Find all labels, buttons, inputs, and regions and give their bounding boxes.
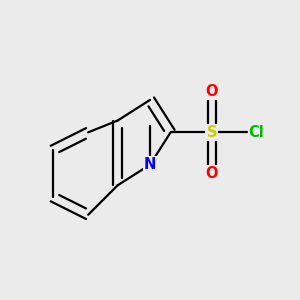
Text: S: S (207, 125, 217, 140)
Text: O: O (206, 166, 218, 181)
Text: Cl: Cl (249, 125, 264, 140)
Text: N: N (144, 157, 156, 172)
Text: O: O (206, 84, 218, 99)
